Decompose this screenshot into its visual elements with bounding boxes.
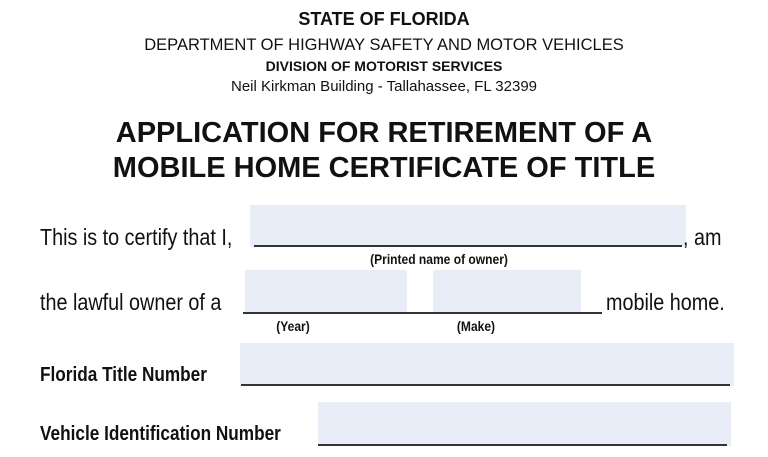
owner-text: the lawful owner of a [40, 289, 222, 315]
title-number-underline [241, 384, 730, 386]
department-heading: DEPARTMENT OF HIGHWAY SAFETY AND MOTOR V… [144, 36, 624, 54]
year-make-underline [243, 312, 602, 314]
vin-underline [318, 444, 727, 446]
form-title-line1: APPLICATION FOR RETIREMENT OF A [115, 117, 653, 149]
title-number-input[interactable] [240, 343, 734, 386]
state-heading: STATE OF FLORIDA [298, 9, 470, 29]
certify-text: This is to certify that I, [40, 224, 233, 250]
make-caption: (Make) [456, 318, 496, 334]
owner-name-underline [254, 245, 682, 247]
year-input[interactable] [245, 270, 407, 314]
title-number-label: Florida Title Number [40, 364, 207, 386]
vin-label: Vehicle Identification Number [40, 423, 281, 445]
certify-suffix: , am [683, 224, 722, 250]
make-input[interactable] [433, 270, 581, 314]
vin-input[interactable] [318, 402, 731, 446]
owner-name-input[interactable] [250, 205, 686, 247]
division-heading: DIVISION OF MOTORIST SERVICES [265, 58, 503, 74]
owner-suffix: mobile home. [606, 289, 725, 315]
owner-name-caption: (Printed name of owner) [370, 251, 508, 267]
address: Neil Kirkman Building - Tallahassee, FL … [231, 78, 537, 95]
year-caption: (Year) [276, 318, 310, 334]
form-title-line2: MOBILE HOME CERTIFICATE OF TITLE [112, 152, 656, 184]
